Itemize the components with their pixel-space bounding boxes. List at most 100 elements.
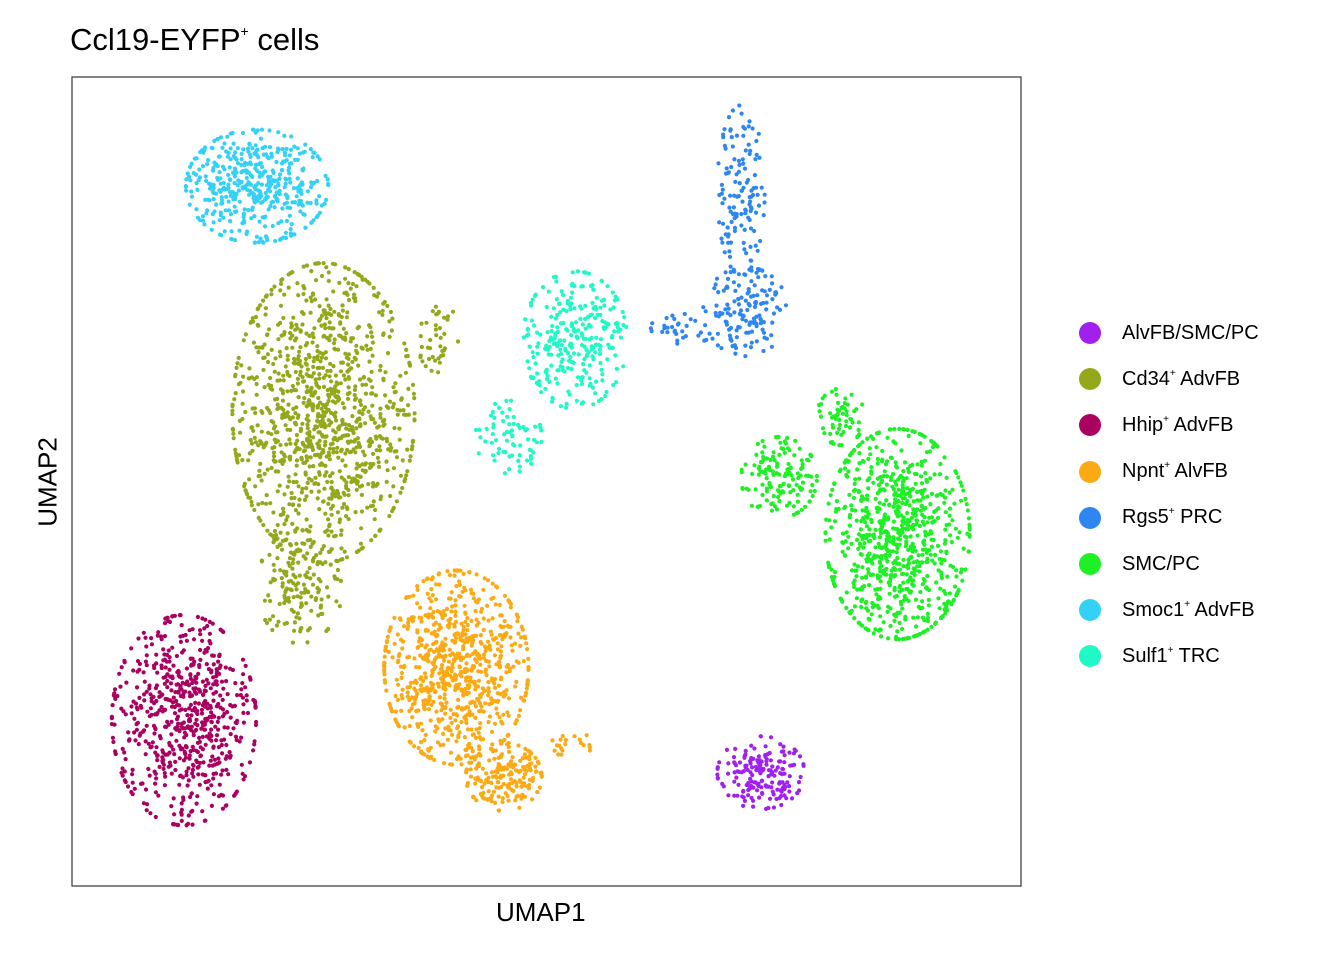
data-point xyxy=(455,726,460,731)
data-point xyxy=(239,151,244,156)
data-point xyxy=(240,169,245,174)
data-point xyxy=(777,499,782,504)
data-point xyxy=(132,786,137,791)
data-point xyxy=(559,289,564,294)
data-point xyxy=(822,431,827,436)
data-point xyxy=(316,395,321,401)
data-point xyxy=(185,783,190,788)
data-point xyxy=(131,668,136,673)
data-point xyxy=(354,549,359,555)
data-point xyxy=(444,606,450,612)
data-point xyxy=(130,767,135,773)
data-point xyxy=(281,235,286,240)
data-point xyxy=(453,598,458,603)
data-point xyxy=(325,528,330,533)
data-point xyxy=(335,558,340,564)
data-point xyxy=(329,391,334,396)
data-point xyxy=(732,193,737,198)
data-point xyxy=(855,564,861,569)
data-point xyxy=(303,356,308,362)
data-point xyxy=(829,567,834,572)
data-point xyxy=(485,578,491,583)
data-point xyxy=(296,413,301,418)
data-point xyxy=(144,644,149,649)
data-point xyxy=(967,533,972,538)
data-point xyxy=(798,473,803,478)
data-point xyxy=(417,639,422,644)
data-point xyxy=(290,640,295,645)
data-point xyxy=(730,144,735,149)
data-point xyxy=(296,511,301,516)
data-point xyxy=(163,707,168,713)
data-point xyxy=(434,582,439,587)
data-point xyxy=(433,632,438,637)
data-point xyxy=(835,430,840,435)
data-point xyxy=(305,200,310,205)
data-point xyxy=(194,181,199,186)
data-point xyxy=(302,396,307,401)
data-point xyxy=(201,692,206,698)
data-point xyxy=(140,781,145,786)
data-point xyxy=(148,706,153,711)
data-point xyxy=(209,227,214,232)
data-point xyxy=(135,720,140,725)
data-point xyxy=(948,533,953,538)
data-point xyxy=(736,302,742,307)
data-point xyxy=(920,599,925,604)
data-point xyxy=(297,198,302,203)
data-point xyxy=(844,590,849,595)
data-point xyxy=(463,747,468,753)
data-point xyxy=(499,644,504,649)
data-point xyxy=(459,719,464,725)
data-point xyxy=(901,598,906,603)
data-point xyxy=(226,208,232,213)
data-point xyxy=(290,270,295,275)
data-point xyxy=(943,611,948,616)
data-point xyxy=(369,538,374,543)
data-point xyxy=(292,420,297,426)
data-point xyxy=(278,281,284,286)
data-point xyxy=(880,524,885,529)
data-point xyxy=(925,573,930,579)
data-point xyxy=(740,199,745,204)
data-point xyxy=(869,612,874,617)
data-point xyxy=(727,205,732,210)
data-point xyxy=(247,142,252,147)
data-point xyxy=(494,706,499,711)
data-point xyxy=(316,412,321,417)
data-point xyxy=(879,459,885,464)
data-point xyxy=(337,469,342,474)
data-point xyxy=(465,622,470,628)
data-point xyxy=(453,603,458,608)
data-point xyxy=(704,337,709,342)
data-point xyxy=(153,790,158,795)
data-point xyxy=(555,344,560,349)
data-point xyxy=(416,644,421,649)
data-point xyxy=(294,479,299,485)
data-point xyxy=(226,772,231,777)
data-point xyxy=(253,130,258,135)
data-point xyxy=(473,781,478,786)
data-point xyxy=(295,176,300,181)
data-point xyxy=(184,188,189,193)
data-point xyxy=(237,199,242,204)
data-point xyxy=(312,355,317,360)
data-point xyxy=(906,598,911,604)
data-point xyxy=(800,465,805,470)
data-point xyxy=(795,471,800,476)
data-point xyxy=(235,460,240,465)
data-point xyxy=(499,613,504,618)
data-point xyxy=(764,307,769,312)
data-point xyxy=(423,364,428,369)
data-point xyxy=(186,813,191,818)
data-point xyxy=(328,442,333,447)
data-point xyxy=(418,750,423,755)
data-point xyxy=(512,779,517,784)
data-point xyxy=(313,389,318,394)
data-point xyxy=(949,540,954,545)
data-point xyxy=(755,758,760,763)
data-point xyxy=(885,548,890,554)
data-point xyxy=(212,209,217,214)
data-point xyxy=(755,293,760,298)
data-point xyxy=(252,739,257,744)
